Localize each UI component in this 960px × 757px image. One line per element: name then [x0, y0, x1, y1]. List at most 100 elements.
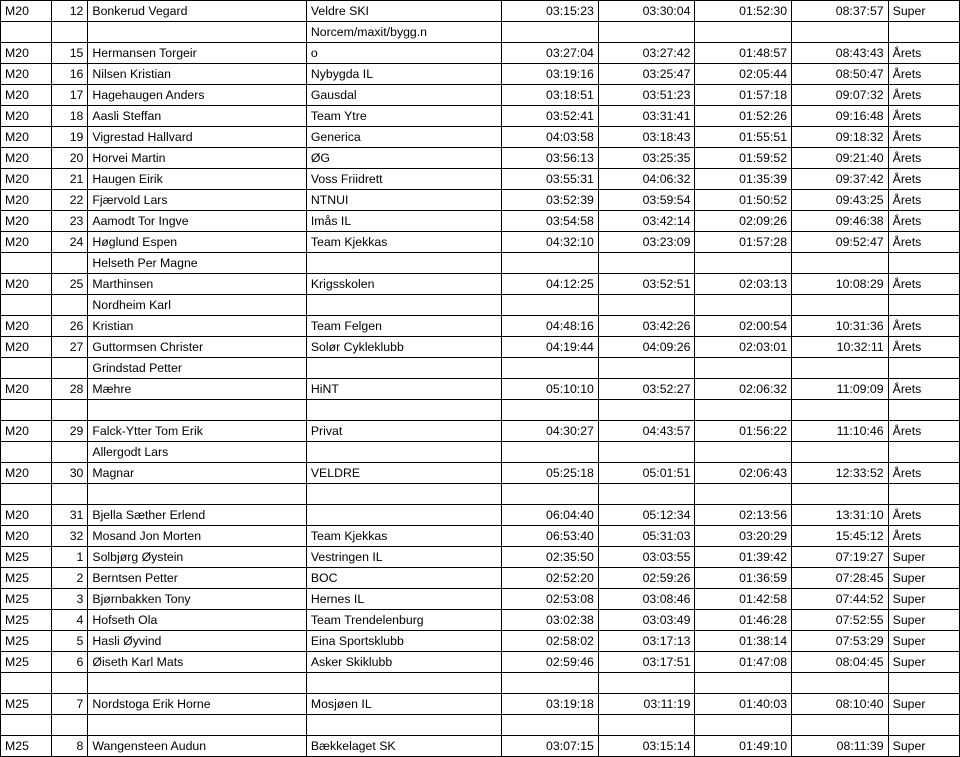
- spacer-cell: [51, 484, 88, 505]
- team-cell: Voss Friidrett: [306, 169, 501, 190]
- time-cell: 09:07:32: [792, 85, 889, 106]
- time-cell: 04:03:58: [502, 127, 599, 148]
- spacer-cell: [792, 673, 889, 694]
- spacer-cell: [502, 715, 599, 736]
- group-cell: [888, 253, 959, 274]
- spacer-cell: [888, 400, 959, 421]
- category-cell: M25: [1, 547, 52, 568]
- name-cell: Nilsen Kristian: [88, 64, 306, 85]
- time-cell: 01:46:28: [695, 610, 792, 631]
- time-cell: 01:48:57: [695, 43, 792, 64]
- group-cell: Årets: [888, 505, 959, 526]
- position-cell: 4: [51, 610, 88, 631]
- time-cell: 04:12:25: [502, 274, 599, 295]
- team-cell: Nybygda IL: [306, 64, 501, 85]
- time-cell: [792, 253, 889, 274]
- spacer-cell: [1, 673, 52, 694]
- time-cell: 15:45:12: [792, 526, 889, 547]
- group-cell: Årets: [888, 379, 959, 400]
- position-cell: 31: [51, 505, 88, 526]
- time-cell: 08:37:57: [792, 1, 889, 22]
- time-cell: [695, 253, 792, 274]
- position-cell: 2: [51, 568, 88, 589]
- group-cell: Årets: [888, 211, 959, 232]
- team-cell: Asker Skiklubb: [306, 652, 501, 673]
- results-page: M2012Bonkerud VegardVeldre SKI03:15:2303…: [0, 0, 960, 757]
- spacer-cell: [306, 715, 501, 736]
- spacer-cell: [695, 400, 792, 421]
- time-cell: 10:08:29: [792, 274, 889, 295]
- name-cell: Fjærvold Lars: [88, 190, 306, 211]
- position-cell: 25: [51, 274, 88, 295]
- time-cell: 03:52:41: [502, 106, 599, 127]
- spacer-cell: [598, 400, 695, 421]
- name-cell: Guttormsen Christer: [88, 337, 306, 358]
- time-cell: 03:18:51: [502, 85, 599, 106]
- position-cell: [51, 442, 88, 463]
- team-cell: [306, 358, 501, 379]
- position-cell: 16: [51, 64, 88, 85]
- time-cell: 02:58:02: [502, 631, 599, 652]
- time-cell: [598, 442, 695, 463]
- category-cell: M20: [1, 463, 52, 484]
- time-cell: 02:59:46: [502, 652, 599, 673]
- time-cell: 01:40:03: [695, 694, 792, 715]
- team-cell: Mosjøen IL: [306, 694, 501, 715]
- spacer-cell: [695, 715, 792, 736]
- spacer-row: [1, 715, 960, 736]
- time-cell: 02:09:26: [695, 211, 792, 232]
- name-cell: Wangensteen Audun: [88, 736, 306, 757]
- category-cell: M20: [1, 526, 52, 547]
- position-cell: 29: [51, 421, 88, 442]
- time-cell: 03:52:39: [502, 190, 599, 211]
- table-row: M251Solbjørg ØysteinVestringen IL02:35:5…: [1, 547, 960, 568]
- group-cell: [888, 358, 959, 379]
- time-cell: 08:10:40: [792, 694, 889, 715]
- category-cell: M25: [1, 568, 52, 589]
- spacer-cell: [306, 484, 501, 505]
- time-cell: [598, 295, 695, 316]
- spacer-cell: [598, 673, 695, 694]
- table-row: M2024Høglund EspenTeam Kjekkas04:32:1003…: [1, 232, 960, 253]
- spacer-cell: [888, 673, 959, 694]
- position-cell: 22: [51, 190, 88, 211]
- category-cell: M20: [1, 106, 52, 127]
- time-cell: 03:15:23: [502, 1, 599, 22]
- spacer-cell: [695, 673, 792, 694]
- time-cell: 01:42:58: [695, 589, 792, 610]
- time-cell: [598, 22, 695, 43]
- group-cell: Årets: [888, 127, 959, 148]
- time-cell: 09:43:25: [792, 190, 889, 211]
- time-cell: 03:25:47: [598, 64, 695, 85]
- spacer-row: [1, 484, 960, 505]
- time-cell: 01:56:22: [695, 421, 792, 442]
- table-row: M2018Aasli SteffanTeam Ytre03:52:4103:31…: [1, 106, 960, 127]
- position-cell: 7: [51, 694, 88, 715]
- team-cell: ØG: [306, 148, 501, 169]
- time-cell: [695, 442, 792, 463]
- name-cell: Aamodt Tor Ingve: [88, 211, 306, 232]
- time-cell: 08:04:45: [792, 652, 889, 673]
- time-cell: 02:06:43: [695, 463, 792, 484]
- team-cell: Krigsskolen: [306, 274, 501, 295]
- name-cell: Falck-Ytter Tom Erik: [88, 421, 306, 442]
- time-cell: 02:13:56: [695, 505, 792, 526]
- time-cell: 10:31:36: [792, 316, 889, 337]
- time-cell: 01:57:18: [695, 85, 792, 106]
- time-cell: 01:52:30: [695, 1, 792, 22]
- time-cell: 03:54:58: [502, 211, 599, 232]
- team-cell: Vestringen IL: [306, 547, 501, 568]
- group-cell: [888, 295, 959, 316]
- time-cell: 11:09:09: [792, 379, 889, 400]
- team-cell: Generica: [306, 127, 501, 148]
- position-cell: 19: [51, 127, 88, 148]
- time-cell: 07:53:29: [792, 631, 889, 652]
- table-row: M258Wangensteen AudunBækkelaget SK03:07:…: [1, 736, 960, 757]
- time-cell: 03:17:13: [598, 631, 695, 652]
- category-cell: M20: [1, 169, 52, 190]
- time-cell: 03:15:14: [598, 736, 695, 757]
- position-cell: 18: [51, 106, 88, 127]
- spacer-cell: [792, 400, 889, 421]
- time-cell: 01:49:10: [695, 736, 792, 757]
- position-cell: 12: [51, 1, 88, 22]
